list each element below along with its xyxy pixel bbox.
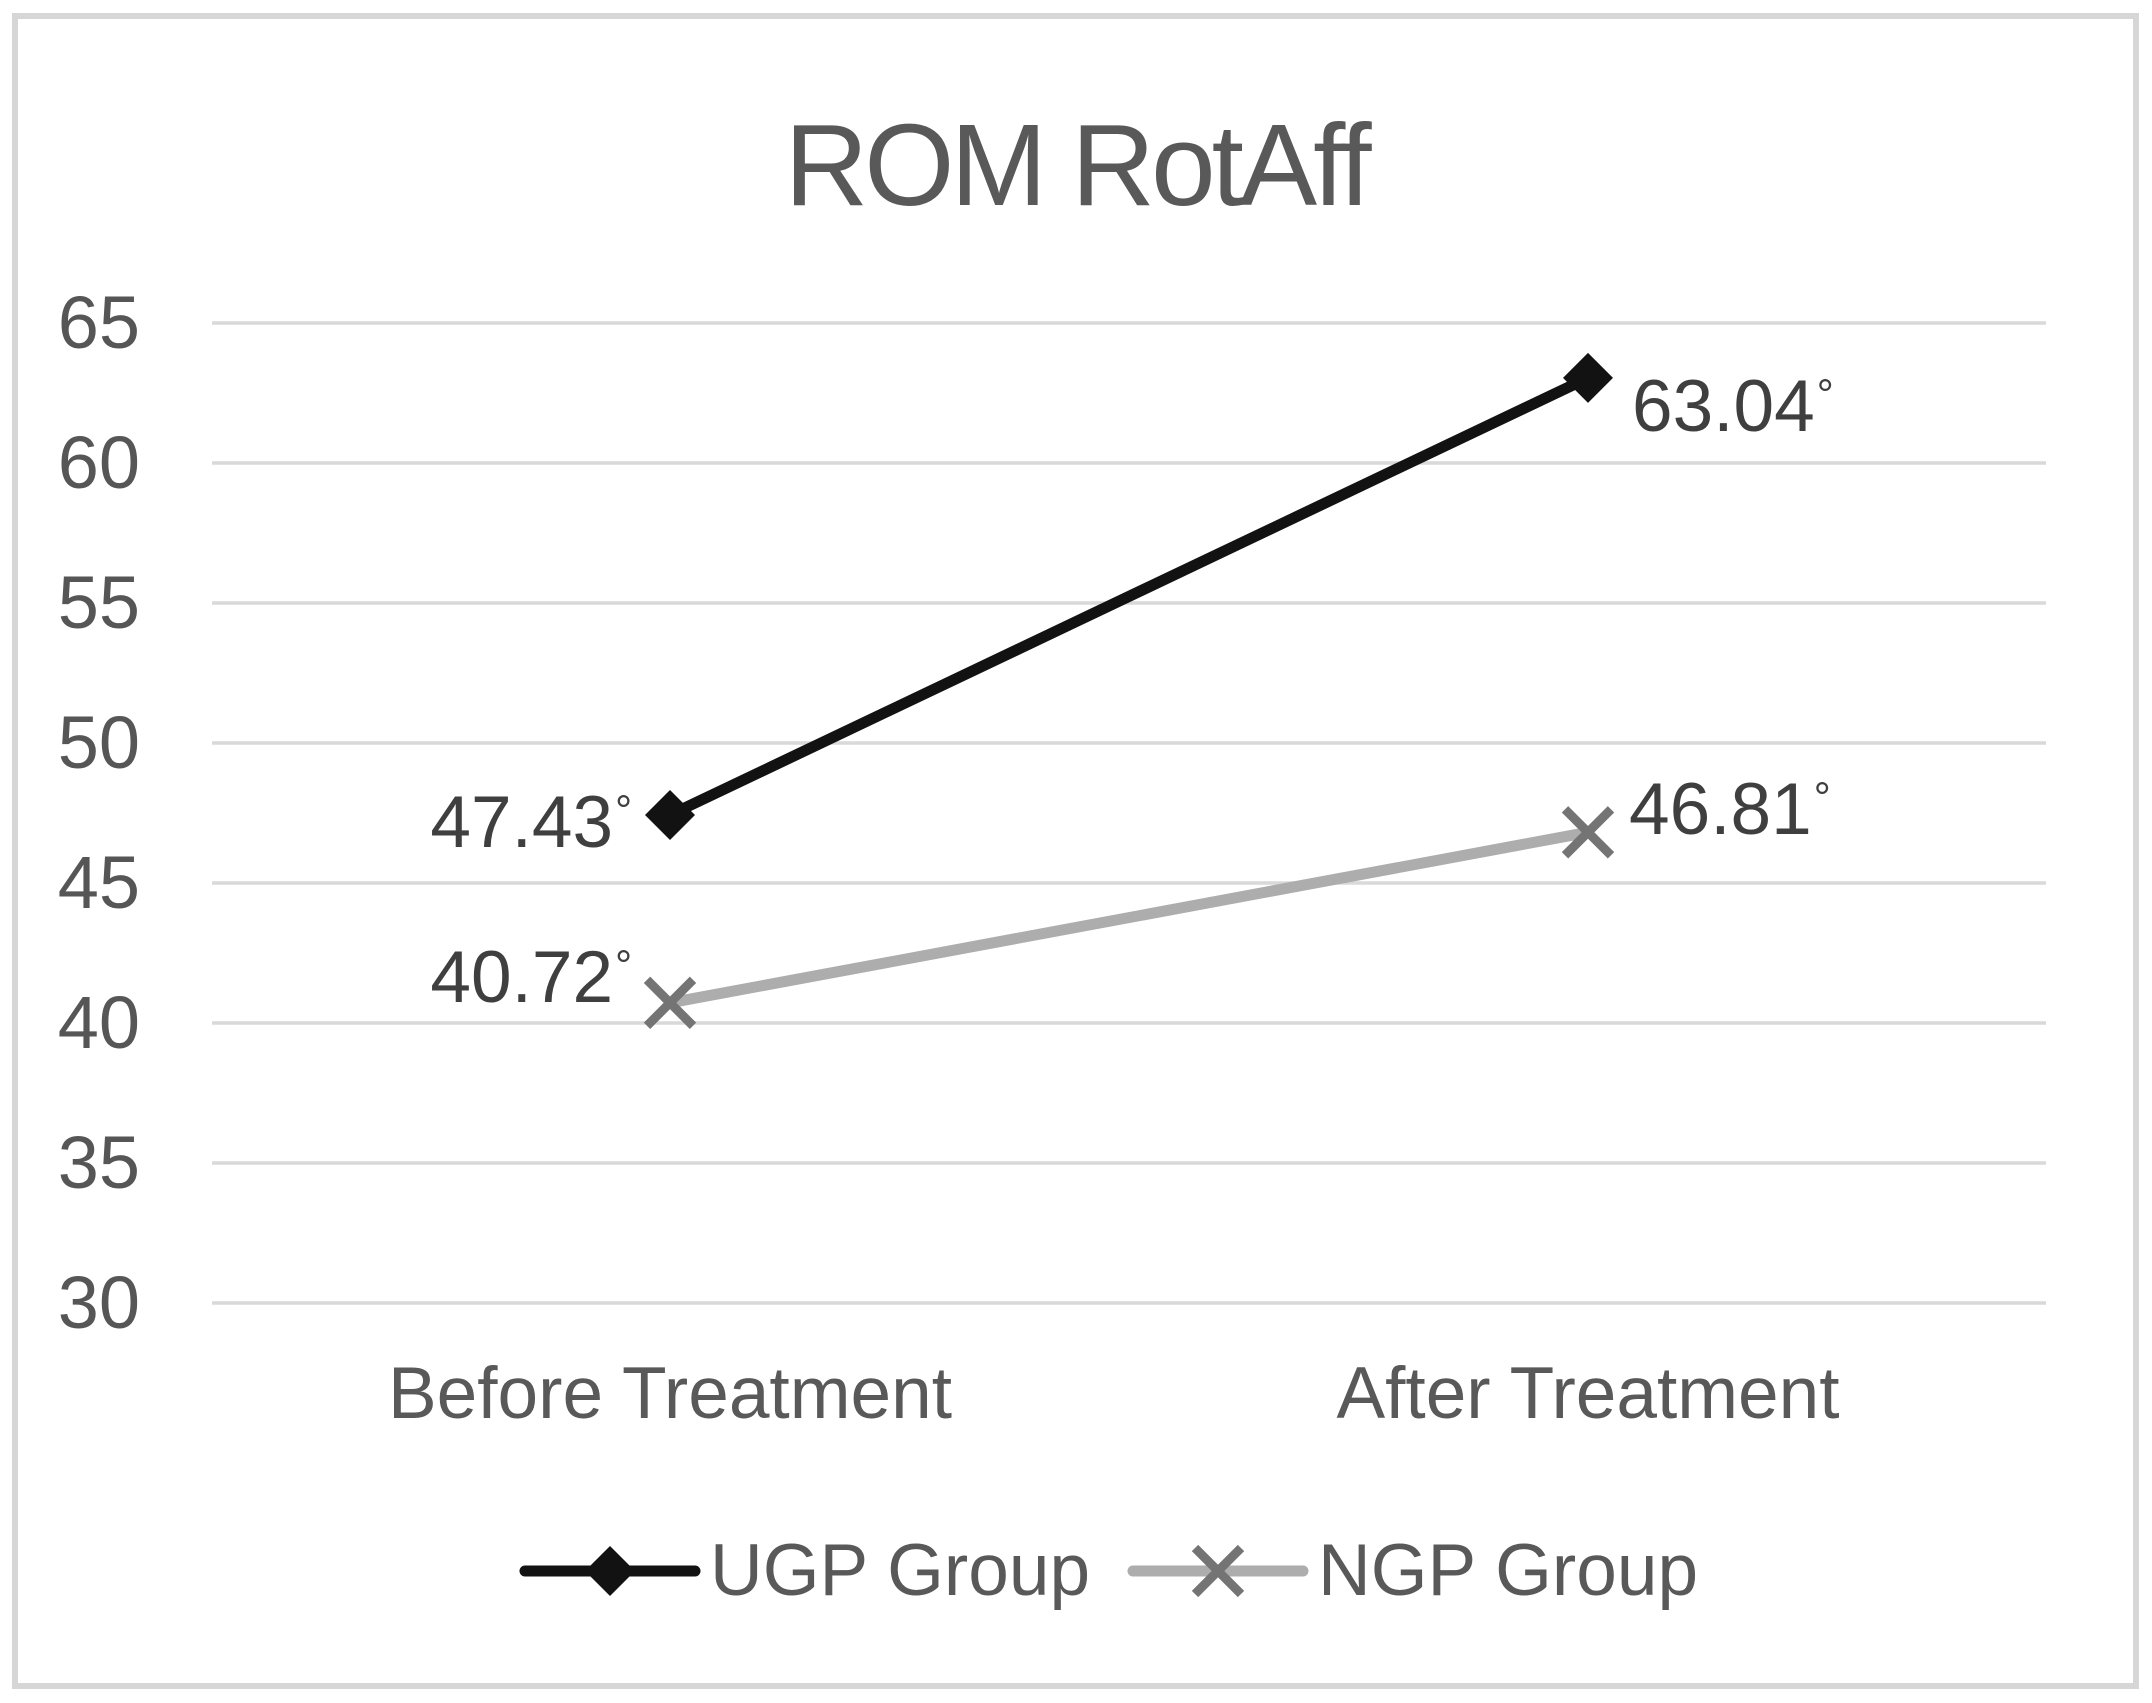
legend-label: NGP Group (1318, 1530, 1699, 1611)
x-axis-category-label: After Treatment (1336, 1353, 1840, 1434)
data-label: 47.43° (430, 781, 632, 865)
x-axis-category-label: Before Treatment (387, 1353, 952, 1434)
y-axis-tick-label: 35 (57, 1121, 140, 1204)
data-label: 40.72° (430, 936, 632, 1020)
data-label: 46.81° (1629, 768, 1831, 852)
data-label: 63.04° (1632, 365, 1834, 449)
series-line (664, 826, 1594, 1009)
x-marker (1561, 806, 1615, 859)
degree-symbol: ° (615, 786, 632, 834)
data-label-value: 40.72 (430, 936, 614, 1018)
y-axis-tick-label: 55 (57, 561, 140, 644)
series-line (664, 372, 1594, 821)
chart-border (12, 13, 2139, 1689)
y-axis-tick-label: 45 (57, 841, 140, 924)
y-axis-tick-label: 40 (57, 981, 140, 1064)
degree-symbol: ° (1816, 370, 1834, 418)
data-label-value: 47.43 (430, 781, 614, 863)
legend-label: UGP Group (710, 1530, 1091, 1611)
degree-symbol: ° (1813, 774, 1831, 822)
x-marker (1191, 1544, 1245, 1598)
x-marker (643, 976, 697, 1030)
diamond-marker (1563, 352, 1613, 403)
y-axis-tick-label: 30 (57, 1261, 140, 1344)
diamond-marker (585, 1546, 635, 1596)
data-label-value: 63.04 (1632, 365, 1815, 447)
y-axis-tick-label: 60 (57, 421, 140, 504)
degree-symbol: ° (615, 941, 632, 989)
y-axis-tick-label: 65 (57, 281, 140, 364)
chart-title: ROM RotAff (784, 100, 1371, 230)
data-label-value: 46.81 (1629, 769, 1812, 851)
y-axis-tick-label: 50 (57, 701, 140, 784)
diamond-marker (645, 789, 695, 840)
